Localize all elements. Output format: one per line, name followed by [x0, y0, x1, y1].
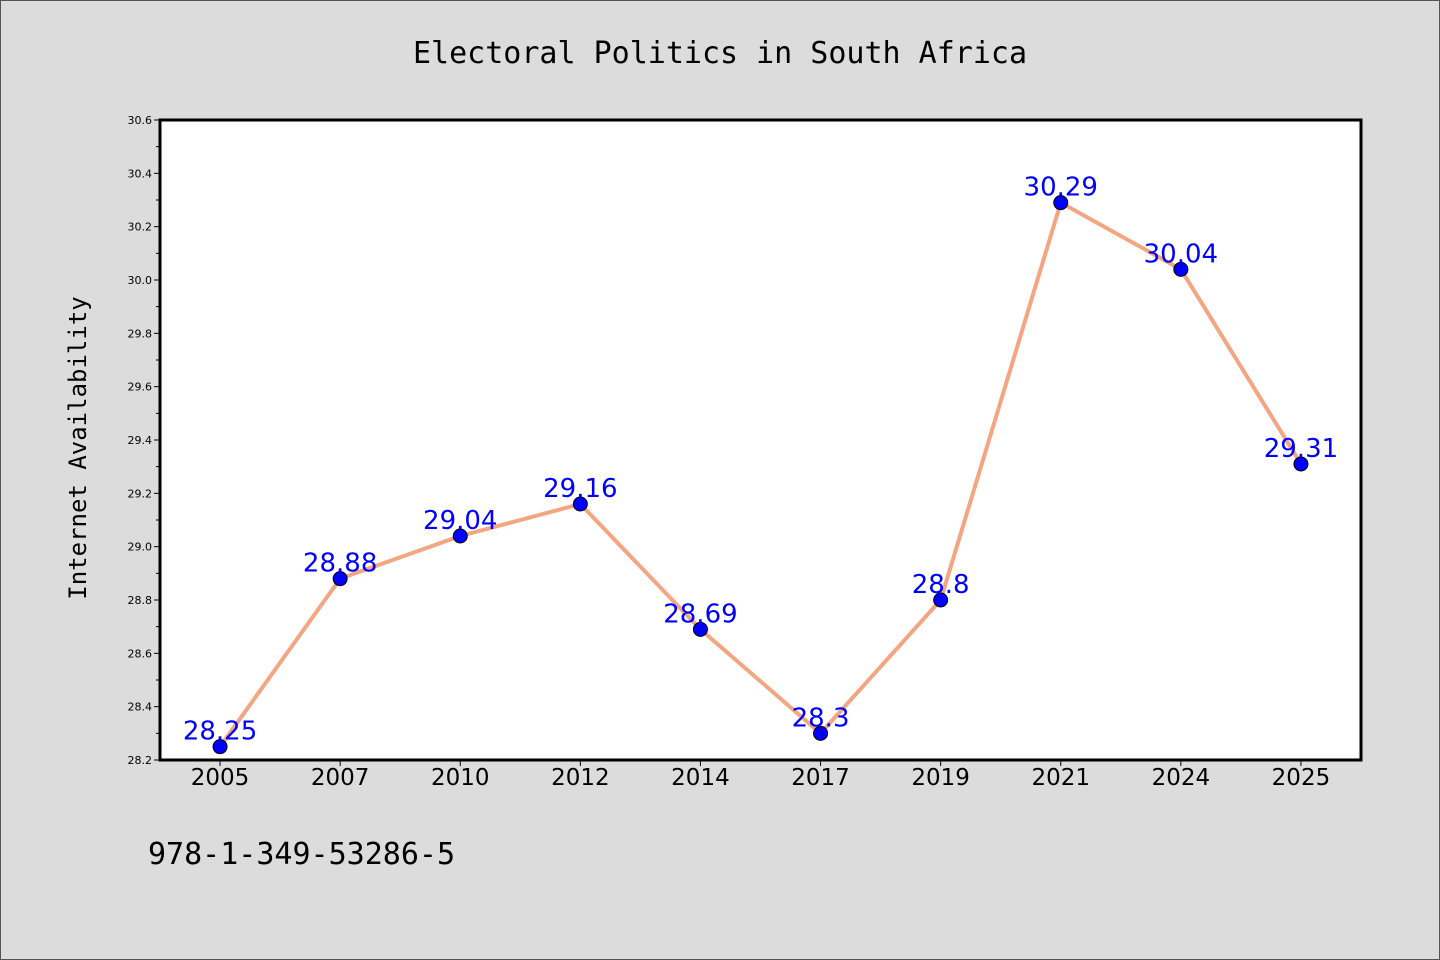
- plot-frame: [158, 118, 1363, 762]
- data-label: 28.88: [303, 549, 377, 579]
- x-tick-label: 2024: [1152, 765, 1211, 791]
- data-label: 30.04: [1144, 239, 1218, 269]
- y-tick-label: 29.8: [128, 327, 153, 340]
- data-label: 28.25: [183, 717, 257, 747]
- y-axis-label: Internet Availability: [64, 296, 92, 599]
- x-tick-label: 2019: [911, 765, 970, 791]
- data-point: [212, 739, 228, 755]
- y-tick-label: 28.6: [128, 647, 153, 660]
- data-markers: [212, 195, 1309, 755]
- y-axis-ticks: 28.2 28.4 28.6 28.8 29.0 29.2 29.4 29.6 29.8 30.0…: [128, 114, 160, 767]
- y-tick-label: 28.8: [128, 594, 153, 607]
- y-tick-label: 29.4: [128, 434, 153, 447]
- data-point: [1053, 195, 1069, 211]
- x-tick-label: 2007: [311, 765, 370, 791]
- data-label: 28.8: [912, 570, 970, 600]
- data-label: 28.3: [792, 703, 850, 733]
- data-labels: 28.25 28.88 29.04 29.16 28.69 28.3 28.8 30.29 30…: [183, 173, 1338, 747]
- data-label: 30.29: [1024, 173, 1098, 203]
- y-tick-label: 30.0: [128, 274, 153, 287]
- x-tick-label: 2017: [791, 765, 850, 791]
- data-label: 29.04: [423, 506, 497, 536]
- x-tick-label: 2014: [671, 765, 730, 791]
- data-point: [1173, 261, 1189, 277]
- plot-area: [160, 120, 1361, 760]
- data-point: [933, 592, 949, 608]
- x-tick-label: 2005: [191, 765, 250, 791]
- x-tick-label: 2021: [1031, 765, 1090, 791]
- series-line-group: [218, 200, 1303, 749]
- footnote-isbn: 978-1-349-53286-5: [148, 837, 455, 872]
- y-tick-label: 29.0: [128, 541, 153, 554]
- data-point: [692, 621, 708, 637]
- data-point: [572, 496, 588, 512]
- x-tick-label: 2012: [551, 765, 610, 791]
- data-label: 29.31: [1264, 434, 1338, 464]
- series-line: [218, 200, 1303, 749]
- data-label: 28.69: [663, 599, 737, 629]
- x-axis-ticks: 2005 2007 2010 2012 2014 2017 2019 2021 2024 2025: [191, 760, 1330, 791]
- data-label: 29.16: [543, 474, 617, 504]
- y-tick-label: 29.6: [128, 381, 153, 394]
- y-tick-label: 28.2: [128, 754, 153, 767]
- x-tick-label: 2025: [1272, 765, 1331, 791]
- y-tick-label: 30.2: [128, 221, 153, 234]
- data-point: [452, 528, 468, 544]
- data-point: [332, 571, 348, 587]
- y-tick-label: 28.4: [128, 701, 153, 714]
- y-tick-label: 30.6: [128, 114, 153, 127]
- data-point: [1293, 456, 1309, 472]
- data-point: [813, 725, 829, 741]
- x-tick-label: 2010: [431, 765, 490, 791]
- chart-title: Electoral Politics in South Africa: [413, 36, 1027, 71]
- y-tick-label: 29.2: [128, 487, 153, 500]
- y-tick-label: 30.4: [128, 167, 153, 180]
